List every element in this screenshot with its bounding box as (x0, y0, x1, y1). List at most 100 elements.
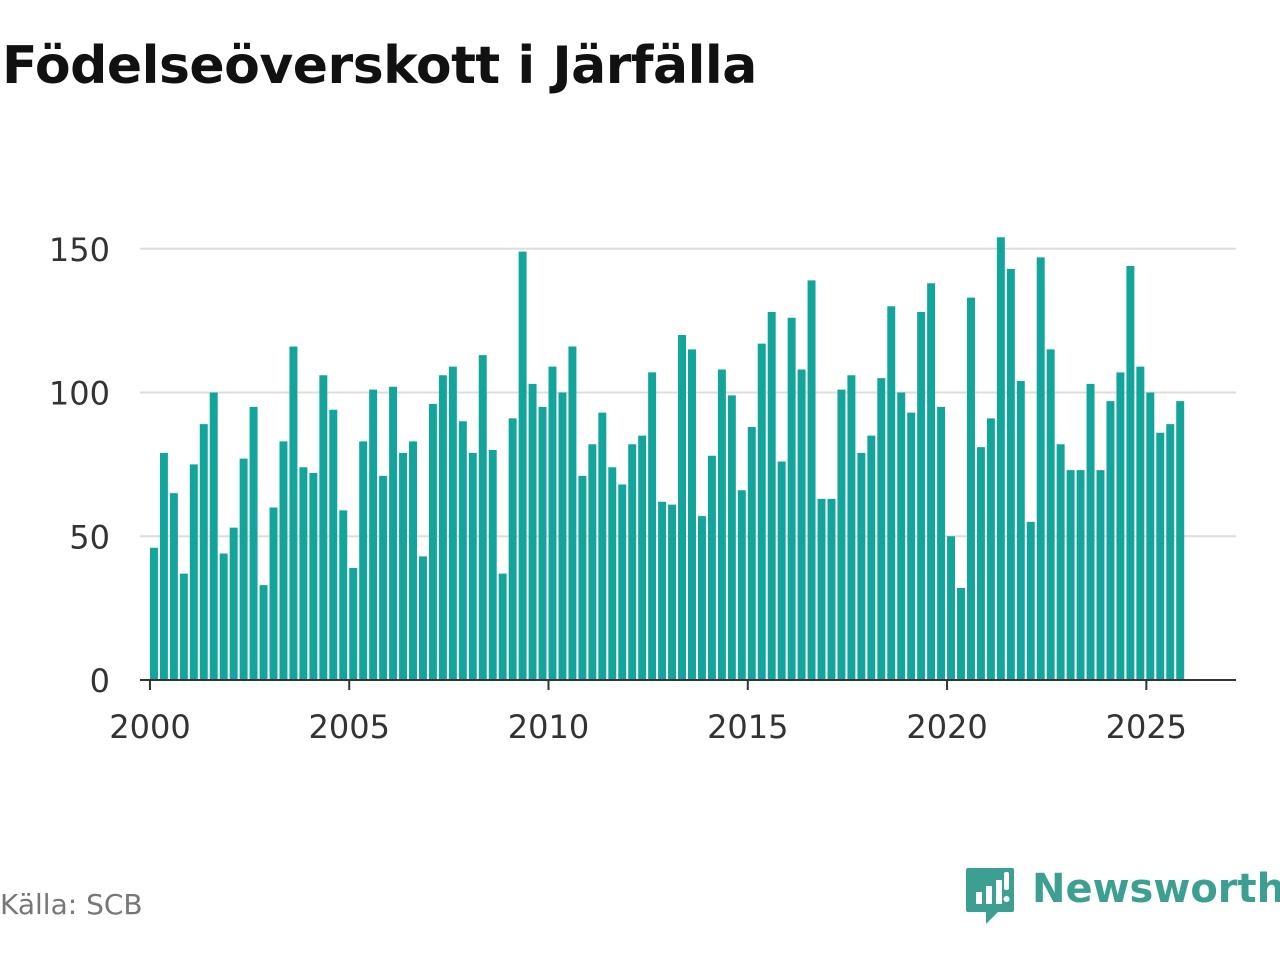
bar (349, 567, 358, 680)
bar (996, 237, 1005, 680)
bar (1156, 432, 1165, 680)
bar (1056, 444, 1065, 680)
bar (369, 389, 378, 680)
bar (458, 421, 467, 680)
bar (947, 536, 956, 680)
bar (917, 312, 926, 680)
bar (1096, 470, 1105, 680)
bar (598, 412, 607, 680)
bar (359, 441, 368, 680)
chart-title: Födelseöverskott i Järfälla (2, 36, 757, 96)
bar (438, 375, 447, 680)
bar (737, 490, 746, 680)
bar (907, 412, 916, 680)
bar (309, 473, 318, 680)
bar (149, 547, 158, 680)
bar (797, 369, 806, 680)
bar (209, 392, 218, 680)
bar (239, 458, 248, 680)
bar (857, 452, 866, 680)
x-tick-label: 2020 (906, 708, 987, 746)
bar (957, 588, 965, 680)
bar (688, 349, 696, 680)
bar (668, 504, 677, 680)
x-axis: 2000 2005 2010 2015 2020 2025 (109, 680, 1187, 746)
bar-chart: 0 50 100 150 2000 2005 2010 2015 2020 2025 (49, 231, 1236, 746)
bar (418, 556, 427, 680)
bar (658, 501, 667, 680)
bar (229, 527, 238, 680)
bar (697, 516, 706, 680)
bar (498, 573, 507, 680)
bar (837, 389, 846, 680)
bar (538, 406, 547, 680)
bar (628, 444, 637, 680)
bar (638, 435, 647, 680)
bar (757, 343, 766, 680)
newsworthy-logo-icon (966, 868, 1014, 924)
bar (1036, 257, 1045, 680)
bar (678, 335, 687, 680)
bar (648, 372, 657, 680)
bar (727, 395, 736, 680)
bar (399, 452, 408, 680)
bar (299, 467, 308, 680)
bar (618, 484, 627, 680)
bar (927, 283, 936, 680)
bar (389, 386, 398, 680)
bar (159, 452, 168, 680)
bar (189, 464, 198, 680)
bar (488, 450, 497, 680)
bar (608, 467, 617, 680)
bar (1116, 372, 1125, 680)
bar (827, 498, 836, 680)
bar (1066, 470, 1075, 680)
bar (747, 427, 756, 680)
bar (887, 306, 896, 680)
bar (379, 475, 388, 680)
bar (1136, 366, 1145, 680)
bar (528, 383, 537, 680)
bar (877, 378, 886, 680)
brand-name: Newsworthy (1032, 866, 1280, 912)
bar (1106, 401, 1115, 680)
bar (518, 251, 527, 680)
bar (588, 444, 597, 680)
bar (1146, 392, 1155, 680)
bar (1126, 266, 1135, 680)
bar (1076, 470, 1085, 680)
bar (1176, 401, 1185, 680)
bar (707, 455, 716, 680)
x-tick-label: 2025 (1106, 708, 1187, 746)
bar (717, 369, 726, 680)
bar (269, 507, 278, 680)
bar (847, 375, 856, 680)
y-tick-label: 150 (49, 231, 110, 269)
y-tick-label: 0 (90, 662, 110, 700)
bar (329, 409, 338, 680)
y-tick-label: 50 (69, 518, 110, 556)
bar (468, 452, 477, 680)
bar (767, 312, 776, 680)
bar (409, 441, 417, 680)
bar (289, 346, 298, 680)
x-tick-label: 2005 (309, 708, 390, 746)
x-tick-label: 2015 (707, 708, 788, 746)
bar (448, 366, 457, 680)
bar (787, 317, 796, 680)
bar (777, 461, 786, 680)
bar (1086, 383, 1095, 680)
bar (1026, 521, 1035, 680)
bar (558, 392, 567, 680)
x-tick-label: 2000 (109, 708, 190, 746)
source-label: Källa: SCB (0, 888, 143, 921)
bar (279, 441, 288, 680)
bar (1006, 268, 1015, 680)
bar (508, 418, 517, 680)
bar (867, 435, 876, 680)
bar (817, 498, 826, 680)
bar (219, 553, 228, 680)
bar (1166, 424, 1175, 680)
x-tick-label: 2010 (508, 708, 589, 746)
y-axis: 0 50 100 150 (49, 231, 110, 700)
